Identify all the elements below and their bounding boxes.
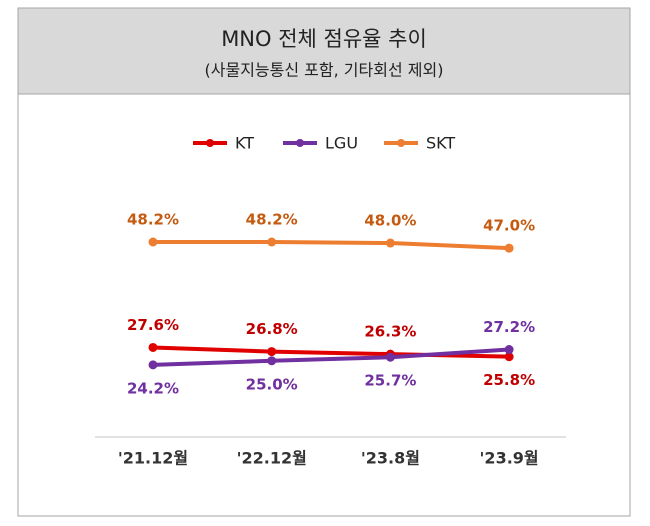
data-label: 47.0% [483,217,535,235]
data-label: 25.0% [246,375,298,393]
x-tick-label: '22.12월 [237,449,307,468]
point-marker [267,347,277,357]
point-marker [267,356,277,366]
series-line [151,345,512,359]
x-tick-label: '23.8월 [361,449,420,468]
legend-marker [296,139,304,147]
legend-label: KT [235,134,254,153]
data-label: 48.2% [127,211,179,229]
data-label: 25.8% [483,371,535,389]
legend-label: SKT [426,134,455,153]
point-marker [148,342,158,352]
data-label: 48.0% [364,212,416,230]
point-marker [504,345,514,355]
legend-marker [397,139,405,147]
x-tick-label: '23.9월 [480,449,539,468]
series-line [151,347,512,367]
legend-label: LGU [325,134,358,153]
header-box [17,7,631,95]
legend-marker [206,139,214,147]
chart-title: MNO 전체 점유율 추이 [221,27,427,51]
data-label: 27.2% [483,318,535,336]
data-label: 25.7% [364,372,416,390]
point-marker [385,238,395,248]
point-marker [385,352,395,362]
point-marker [504,352,514,362]
chart-subtitle: (사물지능통신 포함, 기타회선 제외) [205,61,444,80]
data-label: 26.3% [364,323,416,341]
point-marker [267,237,277,247]
data-label: 26.8% [246,320,298,338]
point-marker [504,243,514,253]
data-label: 48.2% [246,211,298,229]
chart-box [17,93,631,517]
series-line [151,240,512,251]
data-label: 24.2% [127,379,179,397]
point-marker [148,360,158,370]
point-marker [148,237,158,247]
x-tick-label: '21.12월 [118,449,188,468]
data-label: 27.6% [127,316,179,334]
